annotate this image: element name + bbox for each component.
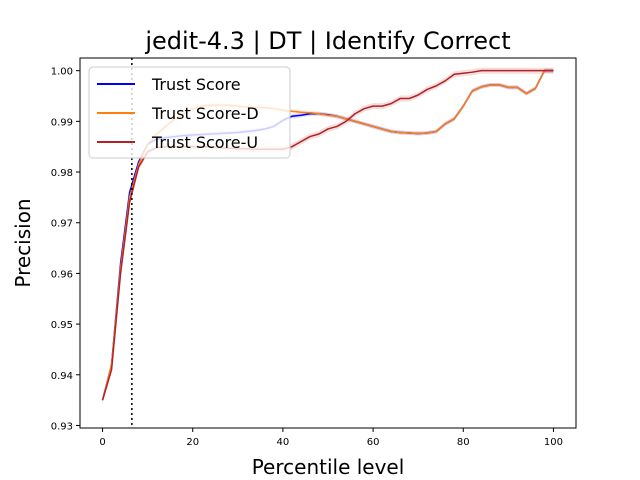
x-tick-label: 100 xyxy=(544,437,563,448)
x-axis-title: Percentile level xyxy=(252,455,405,479)
x-tick-label: 0 xyxy=(99,437,105,448)
y-tick-label: 0.97 xyxy=(51,219,73,230)
y-tick-label: 0.94 xyxy=(51,371,73,382)
y-axis-title: Precision xyxy=(11,198,35,287)
x-tick-label: 60 xyxy=(367,437,380,448)
x-tick-label: 80 xyxy=(457,437,470,448)
y-tick-label: 0.99 xyxy=(51,117,73,128)
legend: Trust Score Trust Score-D Trust Score-U xyxy=(88,66,291,159)
legend-label: Trust Score-D xyxy=(151,104,259,123)
x-tick-label: 20 xyxy=(186,437,199,448)
y-tick-label: 0.95 xyxy=(51,320,73,331)
y-tick-label: 0.98 xyxy=(51,168,73,179)
y-tick-label: 1.00 xyxy=(51,67,73,78)
x-axis-ticks: 0 20 40 60 80 100 xyxy=(99,428,563,448)
legend-label: Trust Score-U xyxy=(151,133,258,152)
y-axis-ticks: 0.93 0.94 0.95 0.96 0.97 0.98 0.99 1.00 xyxy=(51,67,80,432)
y-tick-label: 0.96 xyxy=(51,269,73,280)
x-tick-label: 40 xyxy=(277,437,290,448)
legend-box xyxy=(88,66,291,159)
legend-label: Trust Score xyxy=(151,75,241,94)
chart-title: jedit-4.3 | DT | Identify Correct xyxy=(144,27,510,55)
y-tick-label: 0.93 xyxy=(51,421,73,432)
plot-area-frame xyxy=(79,57,577,429)
